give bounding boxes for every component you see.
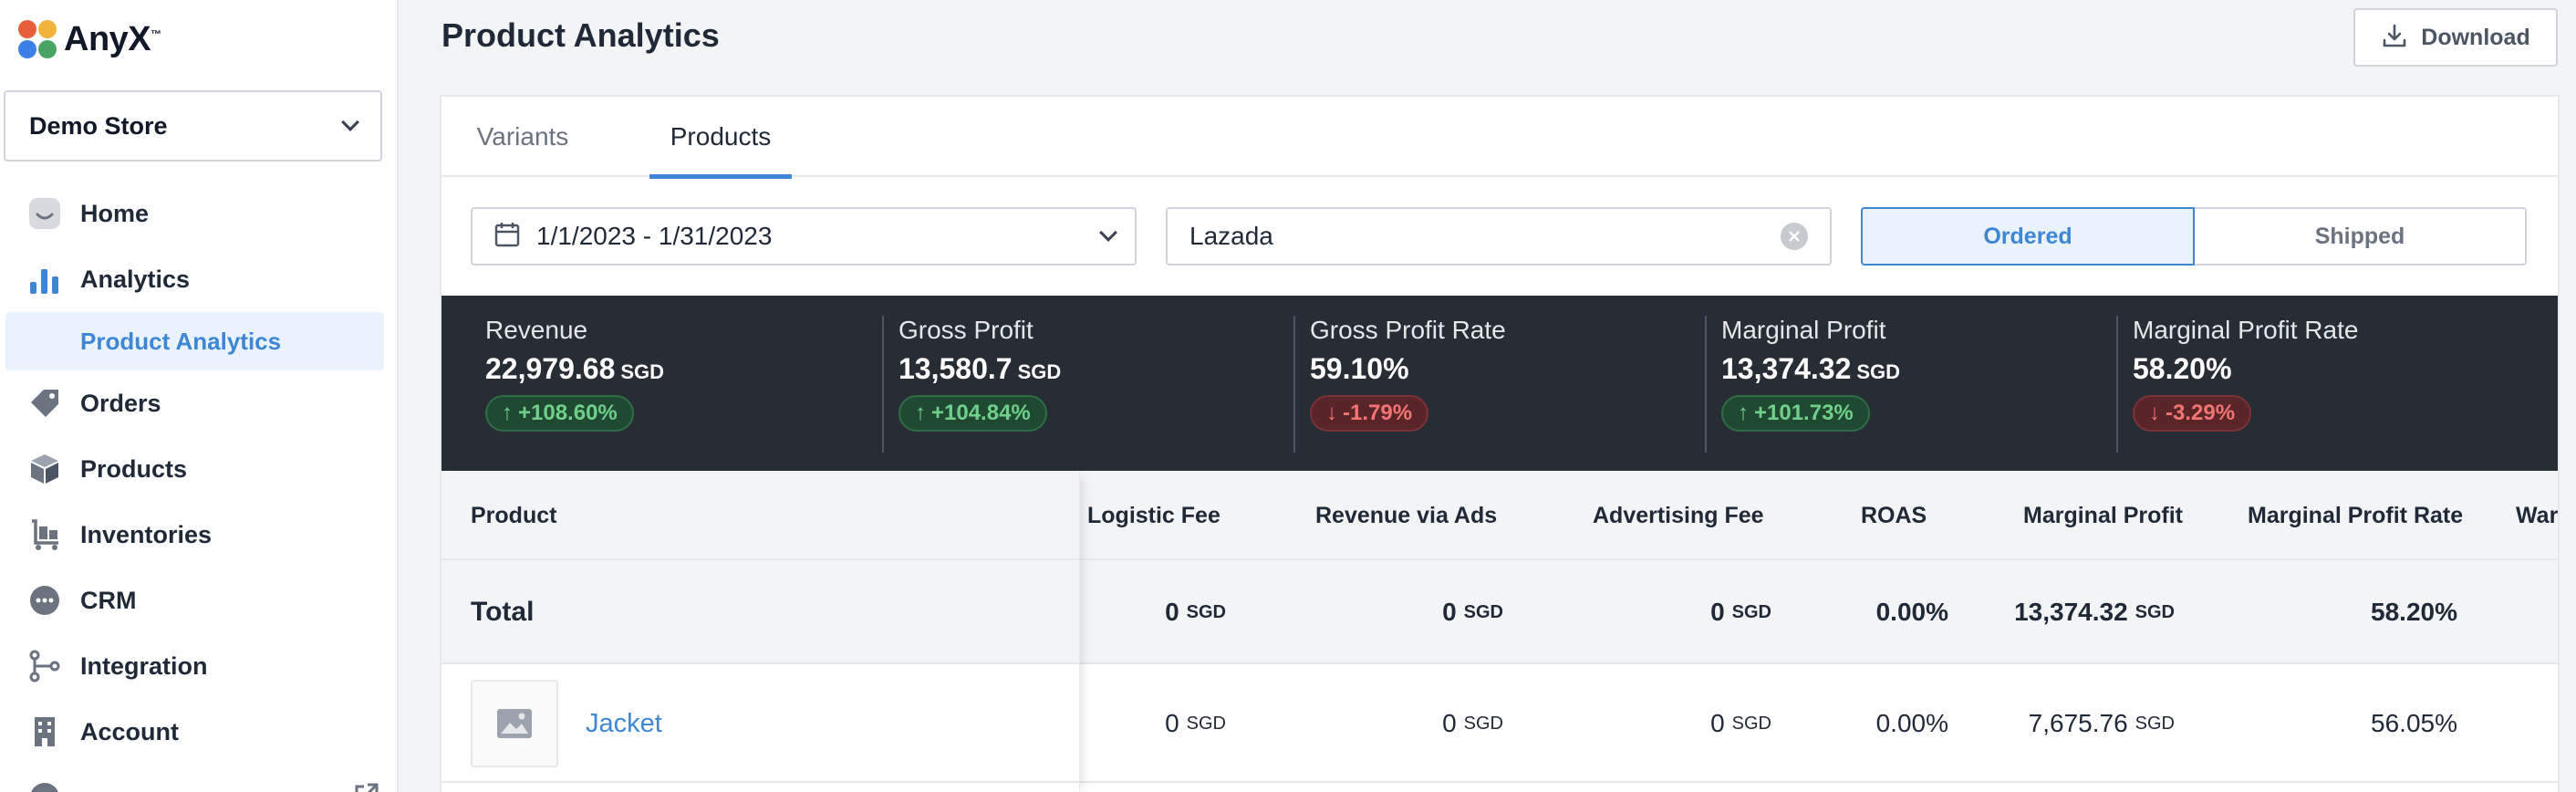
tab-bar: Variants Products xyxy=(441,97,2558,179)
column-header-revenue-via-ads[interactable]: Revenue via Ads xyxy=(1315,502,1498,528)
chat-bubble-icon xyxy=(27,583,62,618)
box-icon xyxy=(27,452,62,486)
kpi-summary-bar: Revenue 22,979.68 SGD ↑ +108.60% Gross Pro… xyxy=(441,296,2558,471)
chevron-down-icon xyxy=(1099,224,1117,242)
kpi-revenue: Revenue 22,979.68 SGD ↑ +108.60% xyxy=(471,316,664,453)
row-advertising-fee: 0 SGD xyxy=(1710,709,1771,737)
product-cell: Jacket xyxy=(471,664,662,783)
arrow-down-icon: ↓ xyxy=(2149,401,2160,425)
tag-icon xyxy=(27,386,62,421)
flow-icon xyxy=(27,649,62,683)
clear-icon[interactable] xyxy=(1781,223,1808,250)
table-header: Product Logistic Fee Revenue via Ads Adv… xyxy=(441,471,2558,560)
arrow-down-icon: ↓ xyxy=(1326,401,1337,425)
sidebar-item-help[interactable] xyxy=(0,765,397,792)
arrow-up-icon: ↑ xyxy=(1738,401,1749,425)
sidebar-item-account[interactable]: Account xyxy=(0,699,397,765)
ordered-toggle[interactable]: Ordered xyxy=(1861,207,2195,266)
column-header-warehouse[interactable]: War xyxy=(2516,502,2559,528)
cart-icon xyxy=(27,517,62,552)
sidebar-item-product-analytics[interactable]: Product Analytics xyxy=(5,312,384,370)
change-badge: ↑ +101.73% xyxy=(1721,395,1870,432)
download-label: Download xyxy=(2421,24,2530,50)
sidebar-item-products[interactable]: Products xyxy=(0,436,397,502)
sidebar-item-crm[interactable]: CRM xyxy=(0,568,397,633)
kpi-gross-profit-rate: Gross Profit Rate 59.10% ↓ -1.79% xyxy=(1293,316,1506,453)
total-revenue-via-ads: 0 SGD xyxy=(1442,598,1503,626)
channel-filter[interactable]: Lazada xyxy=(1166,207,1832,266)
total-marginal-profit-rate: 58.20% xyxy=(2371,598,2457,626)
arrow-up-icon: ↑ xyxy=(915,401,926,425)
arrow-up-icon: ↑ xyxy=(502,401,513,425)
kpi-marginal-profit-rate: Marginal Profit Rate 58.20% ↓ -3.29% xyxy=(2116,316,2358,453)
sidebar-item-analytics[interactable]: Analytics xyxy=(0,246,397,312)
building-icon xyxy=(27,714,62,749)
external-link-icon xyxy=(351,781,380,792)
store-name: Demo Store xyxy=(29,111,168,140)
shipped-toggle[interactable]: Shipped xyxy=(2193,207,2527,266)
total-roas: 0.00% xyxy=(1875,598,1948,626)
tab-variants[interactable]: Variants xyxy=(476,122,569,151)
help-icon xyxy=(27,780,62,792)
product-image-placeholder-icon xyxy=(471,680,558,767)
row-roas: 0.00% xyxy=(1875,709,1948,737)
logo-mark-icon xyxy=(16,18,58,60)
change-badge: ↓ -3.29% xyxy=(2133,395,2252,432)
analytics-panel: Variants Products 1/1/2023 - 1/31/2023 L… xyxy=(440,95,2560,792)
sidebar-item-home[interactable]: Home xyxy=(0,181,397,246)
page-title: Product Analytics xyxy=(441,16,720,54)
total-marginal-profit: 13,374.32 SGD xyxy=(2014,598,2175,626)
product-table: Product Logistic Fee Revenue via Ads Adv… xyxy=(441,471,2558,792)
bar-chart-icon xyxy=(27,262,62,297)
kpi-gross-profit: Gross Profit 13,580.7 SGD ↑ +104.84% xyxy=(882,316,1061,453)
product-link[interactable]: Jacket xyxy=(586,708,662,738)
sidebar-nav: Home Analytics Product Analytics Orders … xyxy=(0,181,397,792)
sidebar: AnyX™ Demo Store Home Analytics Product … xyxy=(0,0,399,792)
table-row[interactable]: Jacket 0 SGD 0 SGD 0 SGD 0.00% 7,675.76 SGD … xyxy=(441,664,2558,783)
tab-products[interactable]: Products xyxy=(649,97,792,179)
row-marginal-profit: 7,675.76 SGD xyxy=(2028,709,2175,737)
calendar-icon xyxy=(493,220,522,254)
download-icon xyxy=(2381,22,2408,54)
chevron-down-icon xyxy=(341,113,359,131)
column-header-product[interactable]: Product xyxy=(471,502,557,528)
logo-text: AnyX™ xyxy=(64,19,161,58)
date-range-value: 1/1/2023 - 1/31/2023 xyxy=(536,222,773,250)
total-logistic-fee: 0 SGD xyxy=(1165,598,1226,626)
change-badge: ↑ +108.60% xyxy=(485,395,634,432)
sidebar-item-orders[interactable]: Orders xyxy=(0,370,397,436)
column-header-logistic-fee[interactable]: Logistic Fee xyxy=(1087,502,1220,528)
store-selector[interactable]: Demo Store xyxy=(4,90,382,162)
row-marginal-profit-rate: 56.05% xyxy=(2371,709,2457,737)
row-revenue-via-ads: 0 SGD xyxy=(1442,709,1503,737)
main-content: Product Analytics Download Variants Prod… xyxy=(400,0,2576,792)
channel-value: Lazada xyxy=(1189,222,1273,250)
column-header-marginal-profit-rate[interactable]: Marginal Profit Rate xyxy=(2248,502,2464,528)
sidebar-item-integration[interactable]: Integration xyxy=(0,633,397,699)
column-header-advertising-fee[interactable]: Advertising Fee xyxy=(1593,502,1764,528)
total-label: Total xyxy=(471,597,535,627)
change-badge: ↓ -1.79% xyxy=(1310,395,1429,432)
total-advertising-fee: 0 SGD xyxy=(1710,598,1771,626)
column-header-roas[interactable]: ROAS xyxy=(1861,502,1927,528)
sidebar-item-inventories[interactable]: Inventories xyxy=(0,502,397,568)
logo[interactable]: AnyX™ xyxy=(16,16,161,62)
row-logistic-fee: 0 SGD xyxy=(1165,709,1226,737)
table-total-row: Total 0 SGD 0 SGD 0 SGD 0.00% 13,374.32 SGD … xyxy=(441,560,2558,664)
home-icon xyxy=(27,196,62,231)
kpi-marginal-profit: Marginal Profit 13,374.32 SGD ↑ +101.73% xyxy=(1705,316,1900,453)
date-range-picker[interactable]: 1/1/2023 - 1/31/2023 xyxy=(471,207,1137,266)
change-badge: ↑ +104.84% xyxy=(898,395,1047,432)
download-button[interactable]: Download xyxy=(2353,8,2558,67)
column-header-marginal-profit[interactable]: Marginal Profit xyxy=(2023,502,2184,528)
